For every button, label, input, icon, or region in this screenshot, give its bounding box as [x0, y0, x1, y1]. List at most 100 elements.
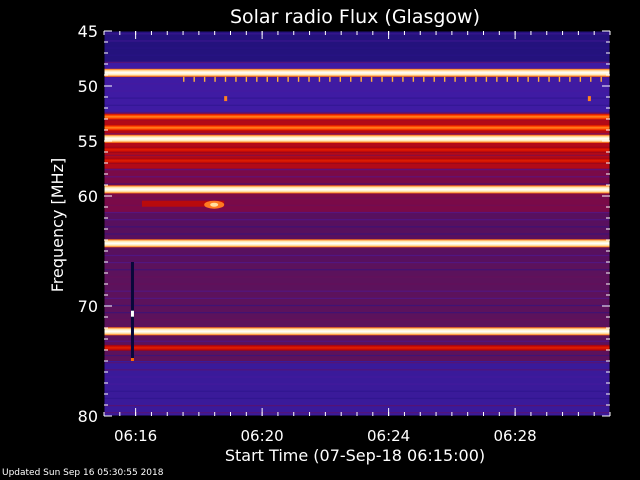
heatmap-texture-stripe [104, 290, 610, 292]
heatmap-periodic-mark [548, 76, 550, 82]
heatmap-texture-stripe [104, 169, 610, 171]
heatmap-periodic-mark [391, 76, 394, 82]
heatmap-texture-stripe [104, 47, 610, 49]
heatmap-texture-stripe [104, 226, 610, 228]
heatmap-periodic-mark [214, 76, 216, 82]
heatmap-band [104, 68, 610, 77]
x-tick-label: 06:20 [241, 427, 284, 445]
heatmap-periodic-mark [527, 76, 529, 82]
heatmap-texture-stripe [104, 283, 610, 285]
heatmap-texture-stripe [104, 111, 610, 114]
y-axis-label: Frequency [MHz] [48, 158, 67, 292]
heatmap-periodic-mark [235, 76, 237, 82]
heatmap-band [104, 157, 610, 164]
chart-title: Solar radio Flux (Glasgow) [230, 6, 480, 28]
heatmap-texture-stripe [104, 247, 610, 249]
heatmap-texture-stripe [104, 405, 610, 407]
heatmap-band [104, 134, 610, 143]
heatmap-band [104, 239, 610, 248]
y-tick-label: 55 [78, 132, 98, 151]
heatmap-texture-stripe [104, 197, 610, 199]
axes: 45 50 55 60 70 80 06:16 06:20 06:24 06:28 [78, 22, 611, 445]
heatmap-texture-stripe [104, 211, 610, 214]
heatmap-texture-stripe [104, 397, 610, 400]
heatmap-region [104, 262, 610, 361]
heatmap-texture-stripe [104, 319, 610, 321]
heatmap-texture-stripe [104, 176, 610, 178]
heatmap-spot [224, 96, 228, 102]
heatmap-band [104, 113, 610, 120]
heatmap-texture-stripe [104, 104, 610, 106]
heatmap-texture-stripe [104, 183, 610, 185]
heatmap-periodic-mark [590, 76, 592, 82]
heatmap-texture-stripe [104, 354, 610, 357]
heatmap-periodic-mark [224, 76, 227, 82]
heatmap-band [104, 344, 610, 351]
heatmap-texture-stripe [104, 54, 610, 56]
heatmap-texture-stripe [104, 340, 610, 342]
heatmap-band [104, 146, 610, 153]
artifact-hotspot [130, 310, 134, 317]
heatmap-periodic-mark [318, 76, 321, 82]
heatmap-periodic-mark [464, 76, 467, 82]
burst-core-highlight [210, 202, 219, 207]
heatmap-periodic-mark [506, 76, 508, 82]
x-tick-label: 06:16 [114, 427, 157, 445]
heatmap-periodic-mark [412, 76, 415, 82]
heatmap-region [104, 31, 610, 62]
heatmap-texture-stripe [104, 269, 610, 271]
heatmap-spot [587, 96, 591, 102]
heatmap-periodic-mark [203, 76, 206, 82]
heatmap-periodic-mark [308, 76, 310, 82]
heatmap-texture-stripe [104, 233, 610, 235]
heatmap-periodic-mark [558, 76, 561, 82]
heatmap-periodic-mark [287, 76, 289, 82]
heatmap-texture-stripe [104, 254, 610, 257]
heatmap-periodic-mark [266, 76, 268, 82]
heatmap-periodic-mark [443, 76, 446, 82]
x-axis-label: Start Time (07-Sep-18 06:15:00) [225, 446, 485, 465]
x-tick-label: 06:24 [367, 427, 410, 445]
heatmap-region [104, 212, 610, 262]
heatmap-periodic-mark [360, 76, 362, 82]
heatmap-texture-stripe [104, 369, 610, 371]
heatmap-periodic-mark [496, 76, 498, 82]
heatmap-periodic-mark [256, 76, 258, 82]
heatmap-periodic-mark [485, 76, 488, 82]
heatmap-periodic-mark [329, 76, 331, 82]
heatmap-texture-stripe [104, 204, 610, 206]
heatmap-periodic-mark [193, 76, 195, 82]
heatmap-periodic-mark [423, 76, 425, 82]
heatmap-periodic-mark [454, 76, 456, 82]
heatmap-band [104, 327, 610, 336]
heatmap-texture-stripe [104, 154, 610, 156]
heatmap-periodic-mark [569, 76, 571, 82]
y-tick-label: 70 [78, 297, 98, 316]
y-tick-label: 80 [78, 407, 98, 426]
heatmap-periodic-mark [245, 76, 248, 82]
heatmap-periodic-mark [537, 76, 540, 82]
heatmap-periodic-mark [402, 76, 404, 82]
plot-area [104, 31, 610, 416]
heatmap-periodic-mark [433, 76, 435, 82]
heatmap-texture-stripe [104, 304, 610, 307]
heatmap-texture-stripe [104, 262, 610, 264]
heatmap-texture-stripe [104, 297, 610, 299]
heatmap-periodic-mark [381, 76, 383, 82]
heatmap-periodic-mark [370, 76, 373, 82]
heatmap-periodic-mark [579, 76, 582, 82]
heatmap-periodic-mark [276, 76, 279, 82]
heatmap-texture-stripe [104, 390, 610, 392]
heatmap-texture-stripe [104, 383, 610, 385]
heatmap-periodic-mark [600, 76, 602, 82]
heatmap-texture-stripe [104, 40, 610, 42]
heatmap-periodic-mark [475, 76, 477, 82]
heatmap-texture-stripe [104, 97, 610, 99]
heatmap-texture-stripe [104, 326, 610, 328]
heatmap-texture-stripe [104, 276, 610, 278]
y-tick-label: 45 [78, 22, 98, 41]
heatmap-periodic-mark [297, 76, 300, 82]
heatmap-texture-stripe [104, 219, 610, 221]
heatmap-periodic-mark [339, 76, 342, 82]
